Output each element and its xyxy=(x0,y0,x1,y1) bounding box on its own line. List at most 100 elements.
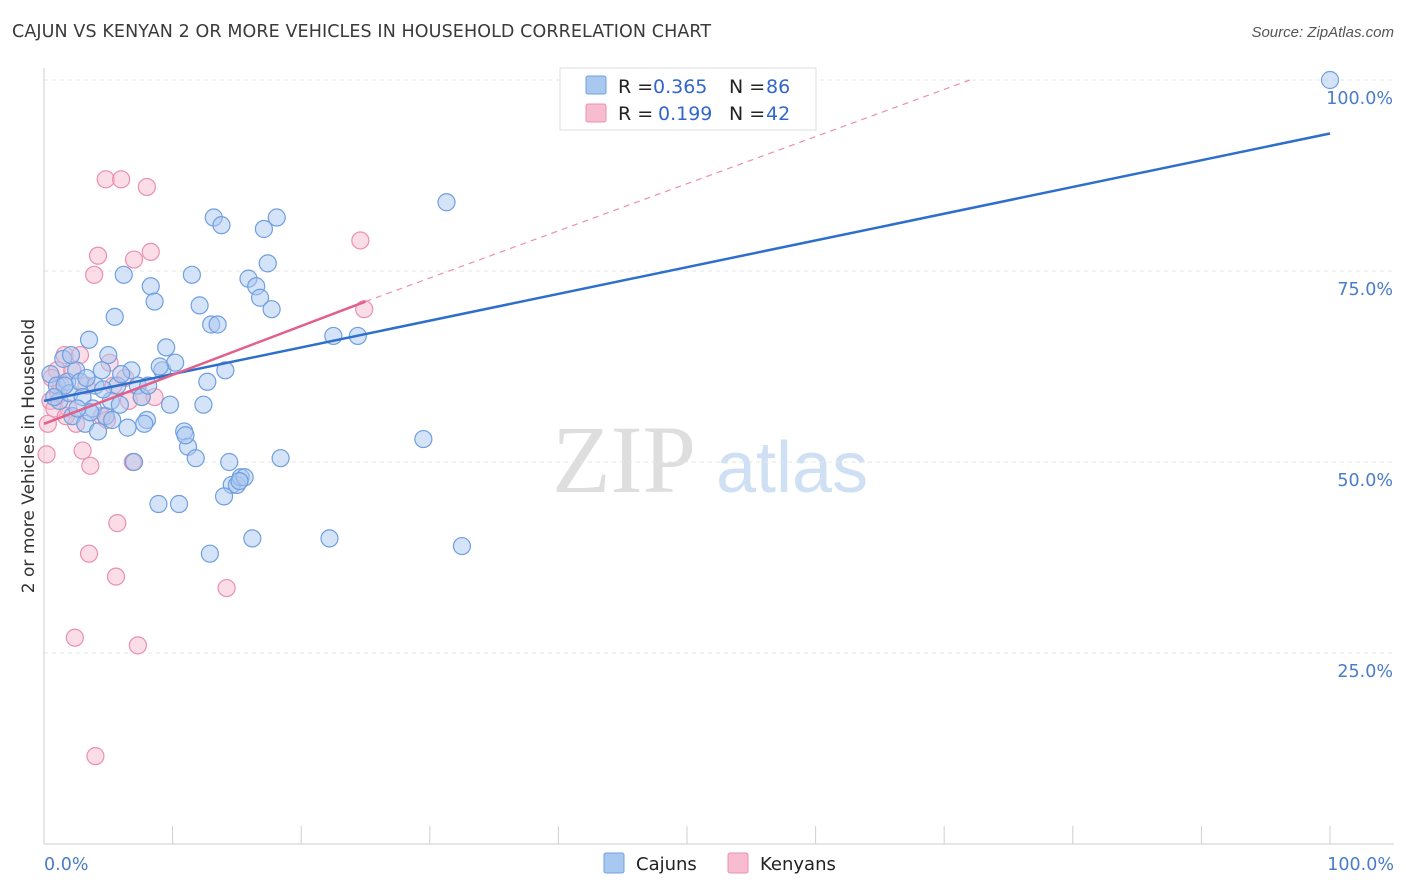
legend-r-label-kenyans: R = xyxy=(618,103,653,125)
legend-box: R = 0.365 N = 86 R = 0.199 N = 42 xyxy=(559,67,817,131)
cajuns-point-63 xyxy=(230,472,249,491)
watermark-zip: ZIP xyxy=(552,406,696,513)
cajuns-point-34 xyxy=(160,395,180,414)
watermark: ZIP atlas xyxy=(552,406,868,513)
y-tick-label-100: 100.0% xyxy=(1326,89,1393,109)
kenyans-point-36 xyxy=(38,414,57,433)
cajuns-point-14 xyxy=(88,422,108,441)
watermark-atlas: atlas xyxy=(716,428,868,508)
cajuns-point-31 xyxy=(149,494,168,514)
cajuns-point-55 xyxy=(243,529,262,548)
legend-r-value-cajuns: 0.365 xyxy=(653,76,707,98)
y-tick-label-75: 75.0% xyxy=(1337,280,1393,300)
cajuns-point-58 xyxy=(254,219,274,239)
kenyans-point-33 xyxy=(217,578,236,598)
cajuns-point-41 xyxy=(190,296,209,315)
bottom-legend-swatch-cajuns xyxy=(603,852,625,874)
kenyans-point-31 xyxy=(79,544,99,563)
cajuns-point-23 xyxy=(118,418,137,437)
legend-n-value-cajuns: 86 xyxy=(766,76,790,98)
kenyans-point-23 xyxy=(124,250,144,269)
chart-title: CAJUN VS KENYAN 2 OR MORE VEHICLES IN HO… xyxy=(12,22,712,42)
cajuns-point-35 xyxy=(166,353,185,372)
bottom-legend-label-kenyans: Kenyans xyxy=(760,854,836,875)
kenyans-point-20 xyxy=(112,170,131,189)
cajuns-point-40 xyxy=(186,449,205,468)
cajuns-point-83 xyxy=(61,345,81,365)
kenyans-trend-line xyxy=(43,300,366,425)
cajuns-point-11 xyxy=(79,330,99,349)
cajuns-point-78 xyxy=(437,193,456,212)
cajuns-point-80 xyxy=(1320,70,1340,90)
kenyans-trend-extension xyxy=(365,79,971,303)
kenyans-point-26 xyxy=(137,177,156,197)
cajuns-point-64 xyxy=(214,487,234,506)
legend-r-label-cajuns: R = xyxy=(618,76,653,98)
cajuns-point-84 xyxy=(77,368,96,388)
kenyans-point-16 xyxy=(96,170,115,189)
cajuns-point-82 xyxy=(103,410,122,430)
cajuns-point-25 xyxy=(124,452,144,472)
legend-r-value-kenyans: 0.199 xyxy=(658,103,712,125)
cajuns-points xyxy=(41,70,1340,563)
cajuns-point-36 xyxy=(169,494,189,514)
cajuns-point-74 xyxy=(320,529,339,548)
cajuns-point-81 xyxy=(200,544,219,563)
cajuns-point-66 xyxy=(150,357,169,376)
cajuns-point-59 xyxy=(258,254,277,273)
cajuns-point-65 xyxy=(176,426,195,445)
cajuns-point-77 xyxy=(414,429,433,449)
cajuns-point-47 xyxy=(212,216,231,235)
cajuns-point-48 xyxy=(216,361,235,380)
cajuns-point-33 xyxy=(157,338,176,357)
cajuns-point-61 xyxy=(267,208,286,227)
cajuns-point-19 xyxy=(105,307,124,326)
kenyans-point-24 xyxy=(128,636,147,655)
kenyans-point-27 xyxy=(141,242,160,261)
kenyans-point-13 xyxy=(85,265,104,284)
cajuns-point-62 xyxy=(271,449,290,468)
grid-lines xyxy=(44,79,1394,654)
cajuns-point-57 xyxy=(250,288,270,307)
cajuns-point-68 xyxy=(112,365,131,384)
y-tick-label-50: 50.0% xyxy=(1337,471,1393,491)
legend-n-label-kenyans: N = xyxy=(729,103,765,125)
x-ticks xyxy=(172,826,1331,844)
cajuns-point-79 xyxy=(452,536,472,556)
bottom-legend-swatch-kenyans xyxy=(727,852,749,874)
cajuns-point-17 xyxy=(99,345,118,365)
kenyans-point-30 xyxy=(65,628,84,647)
kenyans-points xyxy=(37,170,374,766)
cajuns-point-15 xyxy=(92,361,111,380)
legend-n-value-kenyans: 42 xyxy=(766,103,790,125)
kenyans-point-29 xyxy=(86,747,105,766)
cajuns-point-67 xyxy=(135,414,154,433)
chart-source: Source: ZipAtlas.com xyxy=(1251,24,1394,41)
legend-swatch-cajuns xyxy=(585,75,607,95)
cajuns-point-30 xyxy=(145,292,164,311)
cajuns-trend-line xyxy=(43,132,1331,403)
cajuns-point-49 xyxy=(220,452,239,472)
kenyans-point-0 xyxy=(37,445,56,464)
kenyans-point-14 xyxy=(88,246,108,265)
cajuns-point-71 xyxy=(55,376,74,395)
kenyans-point-32 xyxy=(106,567,126,586)
bottom-legend-label-cajuns: Cajuns xyxy=(636,854,697,875)
cajuns-point-22 xyxy=(114,265,133,284)
cajuns-point-21 xyxy=(110,395,129,414)
y-tick-labels: 25.0% 50.0% 75.0% 100.0% xyxy=(1326,89,1393,682)
cajuns-point-42 xyxy=(194,395,213,414)
kenyans-point-19 xyxy=(108,514,127,533)
legend-n-label-cajuns: N = xyxy=(729,76,765,98)
kenyans-point-34 xyxy=(351,231,370,250)
cajuns-point-46 xyxy=(208,315,227,334)
y-axis-title: 2 or more Vehicles in Household xyxy=(19,319,39,593)
cajuns-point-29 xyxy=(141,277,160,296)
bottom-legend: Cajuns Kenyans xyxy=(603,852,836,875)
cajuns-point-60 xyxy=(262,300,281,319)
x-tick-label-min: 0.0% xyxy=(44,855,88,875)
y-tick-label-25: 25.0% xyxy=(1337,662,1393,682)
cajuns-point-43 xyxy=(198,372,217,391)
cajuns-point-39 xyxy=(182,265,201,284)
